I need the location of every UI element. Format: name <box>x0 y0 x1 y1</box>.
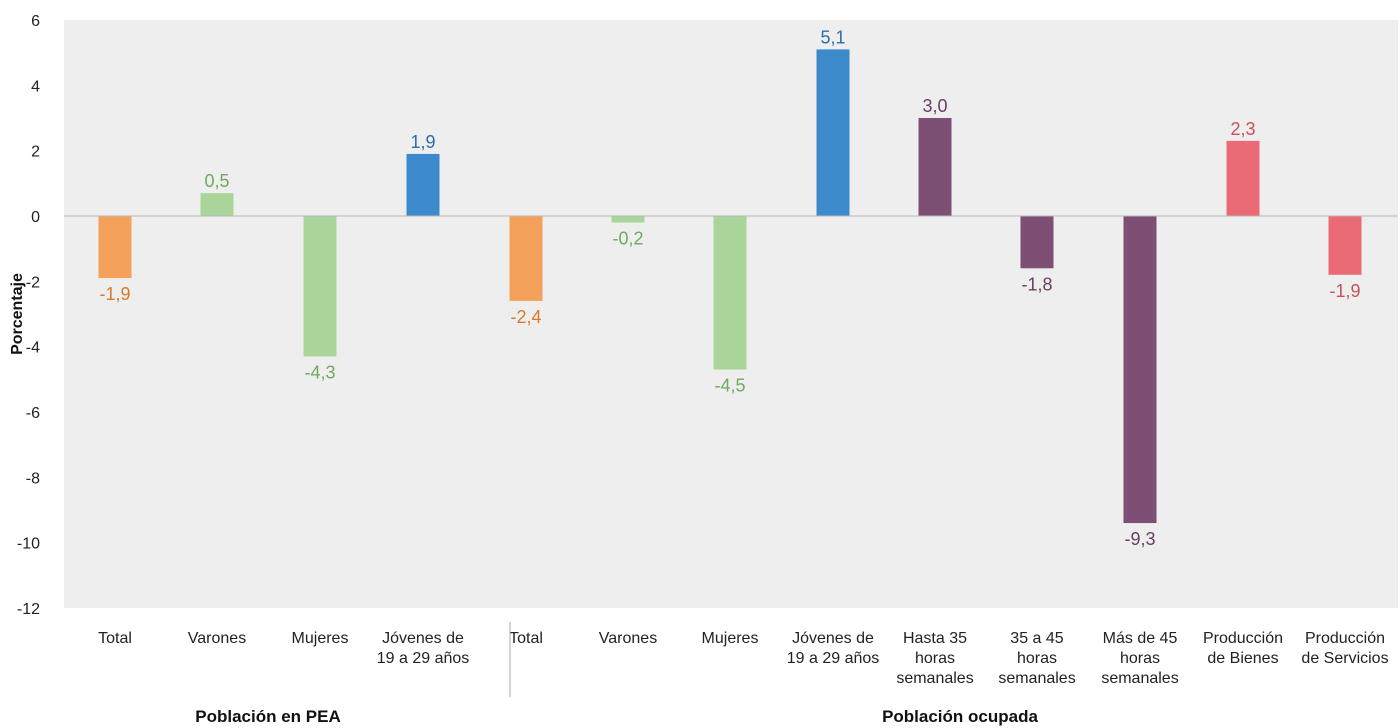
bar <box>919 118 952 216</box>
category-label: 35 a 45 <box>1010 630 1063 647</box>
y-tick-label: -2 <box>26 274 40 291</box>
category-label: Varones <box>188 630 246 647</box>
y-tick-label: 0 <box>31 209 40 226</box>
data-label: -1,9 <box>99 284 130 304</box>
category-label: de Bienes <box>1207 650 1278 667</box>
y-tick-label: -6 <box>26 405 40 422</box>
category-label: Más de 45 <box>1103 630 1178 647</box>
category-label: 19 a 29 años <box>377 650 470 667</box>
data-label: 0,5 <box>204 171 229 191</box>
category-label: Total <box>509 630 543 647</box>
bar <box>714 216 747 370</box>
category-label: Producción <box>1203 630 1283 647</box>
category-label: semanales <box>896 670 973 687</box>
category-label: horas <box>1017 650 1057 667</box>
category-label: Mujeres <box>702 630 759 647</box>
bar <box>1124 216 1157 523</box>
y-tick-label: -10 <box>17 536 40 553</box>
data-label: -1,9 <box>1329 281 1360 301</box>
y-tick-label: 4 <box>31 78 40 95</box>
category-label: Producción <box>1305 630 1385 647</box>
group-label: Población en PEA <box>195 707 340 726</box>
data-label: 1,9 <box>410 132 435 152</box>
data-label: 3,0 <box>922 96 947 116</box>
data-label: -2,4 <box>510 307 541 327</box>
bar <box>99 216 132 278</box>
data-label: -4,3 <box>304 362 335 382</box>
category-label: Total <box>98 630 132 647</box>
bar <box>201 193 234 216</box>
category-label: Jóvenes de <box>792 630 874 647</box>
data-label: 5,1 <box>820 27 845 47</box>
category-label: semanales <box>998 670 1075 687</box>
data-label: -4,5 <box>714 376 745 396</box>
data-label: 2,3 <box>1230 119 1255 139</box>
category-label: horas <box>915 650 955 667</box>
group-label: Población ocupada <box>882 707 1038 726</box>
bar <box>510 216 543 301</box>
data-label: -0,2 <box>612 229 643 249</box>
category-label: Varones <box>599 630 657 647</box>
y-tick-label: -8 <box>26 470 40 487</box>
bar <box>1227 141 1260 216</box>
y-axis-label: Porcentaje <box>9 273 26 355</box>
bar <box>612 216 645 223</box>
category-label: Hasta 35 <box>903 630 967 647</box>
category-label: 19 a 29 años <box>787 650 880 667</box>
data-label: -1,8 <box>1021 274 1052 294</box>
y-tick-label: 2 <box>31 144 40 161</box>
category-label: Jóvenes de <box>382 630 464 647</box>
bar <box>1329 216 1362 275</box>
y-tick-label: 6 <box>31 13 40 30</box>
category-label: Mujeres <box>292 630 349 647</box>
y-tick-label: -12 <box>17 601 40 618</box>
bar <box>817 49 850 216</box>
category-label: de Servicios <box>1301 650 1388 667</box>
category-label: semanales <box>1101 670 1178 687</box>
data-label: -9,3 <box>1124 529 1155 549</box>
category-label: horas <box>1120 650 1160 667</box>
bar <box>304 216 337 356</box>
bar <box>1021 216 1054 268</box>
y-tick-label: -4 <box>26 340 40 357</box>
bar <box>407 154 440 216</box>
